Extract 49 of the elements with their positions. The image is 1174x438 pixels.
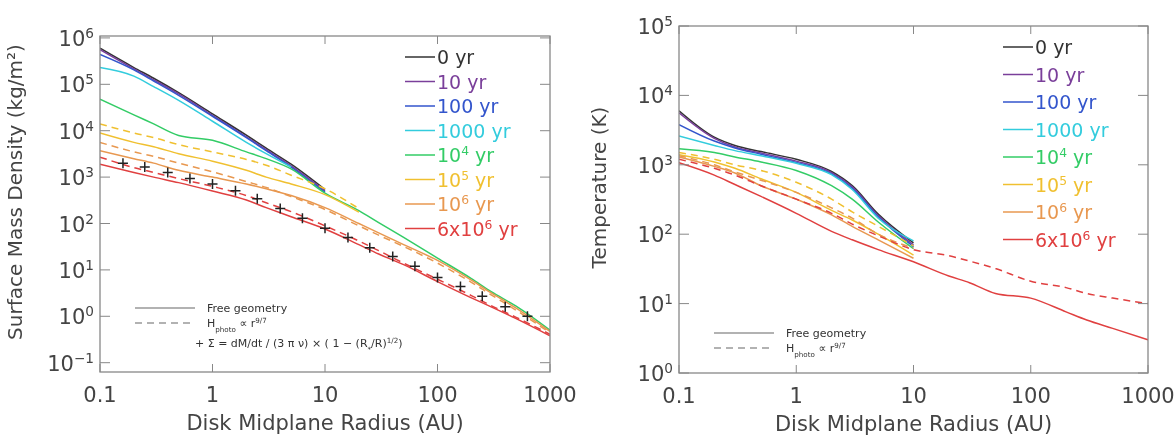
annotation: + Σ = dM/dt / (3 π ν) × ( 1 − (R$_{*}$/R)$^{1/2}$) xyxy=(195,335,403,354)
y-tick-label: 10$^{5}$ xyxy=(637,13,673,39)
x-tick-label: 100 xyxy=(1010,384,1051,408)
x-tick-label: 10 xyxy=(311,383,339,407)
annotation: Free geometry xyxy=(207,302,288,315)
y-tick-label: 10$^{1}$ xyxy=(637,290,673,317)
annotation: H$_{photo}$ ∝ r$^{9/7}$ xyxy=(207,315,267,334)
y-tick-label: 10$^{4}$ xyxy=(637,82,673,109)
legend-label: 10$^{6}$ yr xyxy=(1035,201,1093,223)
y-tick-label: 10$^{0}$ xyxy=(58,303,94,330)
legend-label: 10$^{4}$ yr xyxy=(1035,146,1093,168)
y-axis-title: Surface Mass Density (kg/m²) xyxy=(3,44,27,340)
x-tick-label: 1000 xyxy=(1121,384,1174,408)
x-axis-title: Disk Midplane Radius (AU) xyxy=(186,411,464,435)
legend-label: 0 yr xyxy=(437,46,475,68)
y-tick-label: 10$^{3}$ xyxy=(637,151,673,178)
y-tick-label: 10$^{3}$ xyxy=(58,164,94,191)
x-tick-label: 100 xyxy=(417,383,458,407)
annotation: H$_{photo}$ ∝ r$^{9/7}$ xyxy=(786,340,846,359)
x-tick-label: 0.1 xyxy=(662,384,696,408)
y-tick-label: 10$^{−1}$ xyxy=(47,349,94,376)
legend-label: 10$^{6}$ yr xyxy=(437,193,495,215)
x-axis-title: Disk Midplane Radius (AU) xyxy=(774,412,1053,436)
legend-label: 10 yr xyxy=(437,70,487,93)
y-tick-label: 10$^{2}$ xyxy=(637,221,673,248)
legend-label: 1000 yr xyxy=(1035,118,1109,141)
y-tick-label: 10$^{0}$ xyxy=(637,360,673,386)
x-tick-label: 1 xyxy=(205,383,220,407)
legend-label: 10$^{5}$ yr xyxy=(437,168,495,191)
legend-label: 0 yr xyxy=(1035,36,1073,58)
x-tick-label: 10 xyxy=(900,384,927,408)
legend-label: 100 yr xyxy=(437,95,499,117)
y-tick-label: 10$^{5}$ xyxy=(58,71,94,98)
legend-label: 6x10$^{6}$ yr xyxy=(1035,228,1116,251)
legend-label: 6x10$^{6}$ yr xyxy=(437,217,518,240)
y-axis-title: Temperature (K) xyxy=(587,106,611,270)
y-tick-label: 10$^{2}$ xyxy=(58,210,94,237)
legend-label: 10$^{4}$ yr xyxy=(437,144,495,166)
x-tick-label: 1000 xyxy=(523,383,577,407)
y-tick-label: 10$^{6}$ xyxy=(58,24,94,51)
x-tick-label: 0.1 xyxy=(83,383,117,407)
y-tick-label: 10$^{1}$ xyxy=(58,256,94,283)
annotation: Free geometry xyxy=(786,327,867,340)
legend-label: 1000 yr xyxy=(437,119,511,142)
x-tick-label: 1 xyxy=(789,384,803,408)
legend-label: 100 yr xyxy=(1035,91,1097,113)
y-tick-label: 10$^{4}$ xyxy=(58,117,94,144)
legend-label: 10$^{5}$ yr xyxy=(1035,173,1093,196)
legend-label: 10 yr xyxy=(1035,63,1085,86)
